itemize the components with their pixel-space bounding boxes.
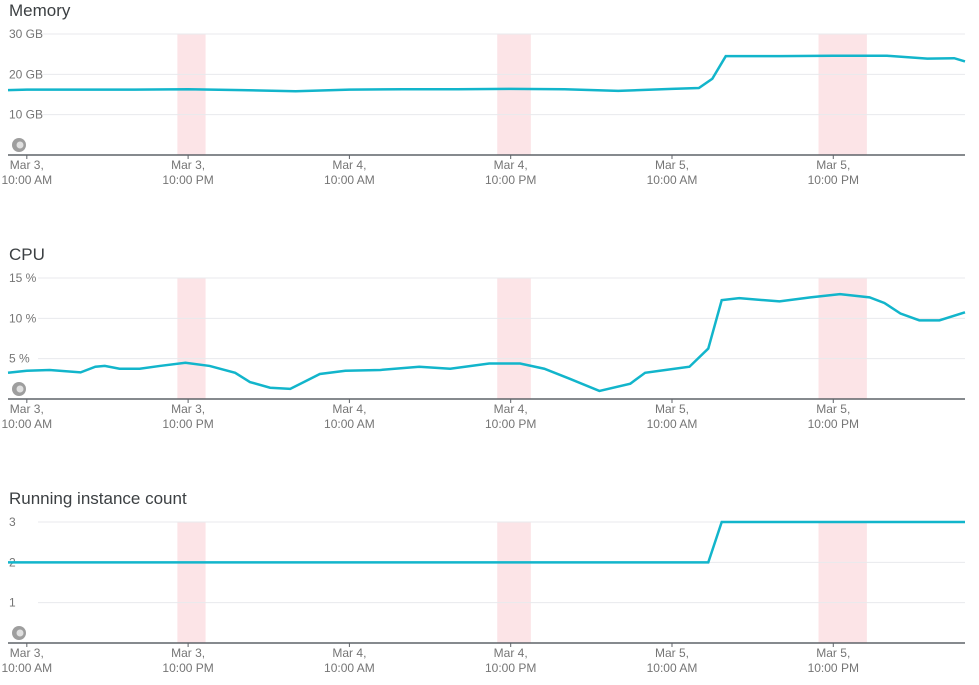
highlight-band (497, 278, 531, 399)
data-line (8, 520, 965, 564)
y-tick-label: 15 % (9, 271, 37, 285)
x-tick-label: Mar 4, 10:00 PM (485, 402, 536, 431)
highlight-band (497, 34, 531, 155)
x-tick-label: Mar 3, 10:00 AM (1, 158, 52, 187)
x-tick-label: Mar 4, 10:00 PM (485, 646, 536, 675)
y-tick-label: 1 (9, 596, 16, 610)
x-tick-label: Mar 4, 10:00 PM (485, 158, 536, 187)
x-tick-label: Mar 5, 10:00 PM (808, 402, 859, 431)
data-line (7, 54, 966, 93)
data-line (7, 292, 966, 393)
chart-title: CPU (9, 245, 45, 264)
x-tick-label: Mar 3, 10:00 AM (1, 646, 52, 675)
x-tick-label: Mar 5, 10:00 PM (808, 158, 859, 187)
chart: CPU 5 % 10 % 15 % Mar 3, 10:00 AM Mar 3, 10:00 … (1, 245, 966, 431)
x-tick-label: Mar 4, 10:00 AM (324, 158, 375, 187)
highlight-band (177, 278, 206, 399)
zoom-icon-inner (16, 385, 24, 393)
x-tick-label: Mar 3, 10:00 PM (162, 402, 213, 431)
highlight-band (497, 522, 531, 643)
highlight-band (177, 34, 206, 155)
chart-title: Running instance count (9, 489, 187, 508)
highlight-band (818, 34, 867, 155)
y-tick-label: 10 GB (9, 108, 43, 122)
y-tick-label: 5 % (9, 352, 30, 366)
chart-title: Memory (9, 1, 71, 20)
zoom-icon-inner (16, 141, 24, 149)
x-tick-label: Mar 5, 10:00 PM (808, 646, 859, 675)
y-tick-label: 10 % (9, 311, 37, 325)
highlight-band (818, 278, 867, 399)
x-tick-label: Mar 5, 10:00 AM (647, 402, 698, 431)
zoom-icon-inner (16, 629, 24, 637)
y-tick-label: 30 GB (9, 27, 43, 41)
highlight-band (177, 522, 206, 643)
x-tick-label: Mar 3, 10:00 PM (162, 646, 213, 675)
x-tick-label: Mar 5, 10:00 AM (647, 646, 698, 675)
x-tick-label: Mar 3, 10:00 AM (1, 402, 52, 431)
x-tick-label: Mar 3, 10:00 PM (162, 158, 213, 187)
highlight-band (818, 522, 867, 643)
x-tick-label: Mar 5, 10:00 AM (647, 158, 698, 187)
y-tick-label: 20 GB (9, 67, 43, 81)
x-tick-label: Mar 4, 10:00 AM (324, 402, 375, 431)
y-tick-label: 3 (9, 515, 16, 529)
x-tick-label: Mar 4, 10:00 AM (324, 646, 375, 675)
chart: Memory 10 GB 20 GB 30 GB Mar 3, 10:00 AM Mar 3… (1, 1, 966, 187)
